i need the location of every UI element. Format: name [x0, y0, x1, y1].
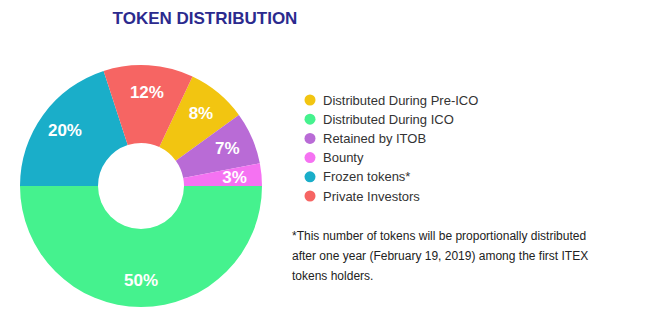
legend-label: Distributed During ICO	[323, 112, 454, 127]
data-label: 20%	[48, 121, 82, 140]
legend-swatch	[305, 114, 316, 125]
legend-swatch	[305, 191, 316, 202]
pie	[20, 65, 262, 307]
data-label: 12%	[130, 83, 164, 102]
annotation: after one year (February 19, 2019) among…	[292, 249, 588, 263]
slice	[104, 65, 193, 147]
data-label: 50%	[124, 271, 158, 290]
legend-item: Distributed During ICO	[305, 112, 454, 127]
legend-swatch	[305, 95, 316, 106]
legend-item: Bounty	[305, 150, 364, 165]
legend: Distributed During Pre-ICO Distributed Du…	[305, 93, 479, 204]
legend-item: Distributed During Pre-ICO	[305, 93, 479, 108]
data-label: 3%	[222, 168, 247, 187]
legend-item: Frozen tokens*	[305, 169, 411, 184]
slice	[20, 186, 262, 307]
legend-label: Retained by ITOB	[323, 131, 426, 146]
legend-swatch	[305, 133, 316, 144]
legend-swatch	[305, 152, 316, 163]
legend-label: Bounty	[323, 150, 364, 165]
title: TOKEN DISTRIBUTION	[113, 9, 298, 28]
chart: TOKEN DISTRIBUTION 8% 50% 7% 3% 20% 12% Distrib…	[0, 0, 646, 323]
data-label: 7%	[215, 139, 240, 158]
legend-item: Private Investors	[305, 189, 421, 204]
annotation: *This number of tokens will be proportio…	[292, 229, 586, 243]
annotation: tokens holders.	[292, 269, 373, 283]
footnote: *This number of tokens will be proportio…	[292, 229, 588, 283]
legend-item: Retained by ITOB	[305, 131, 427, 146]
legend-swatch	[305, 171, 316, 182]
legend-label: Distributed During Pre-ICO	[323, 93, 478, 108]
legend-label: Frozen tokens*	[323, 169, 410, 184]
legend-label: Private Investors	[323, 189, 420, 204]
data-label: 8%	[189, 104, 214, 123]
slice	[183, 163, 262, 186]
data-labels: 8% 50% 7% 3% 20% 12%	[48, 83, 247, 290]
